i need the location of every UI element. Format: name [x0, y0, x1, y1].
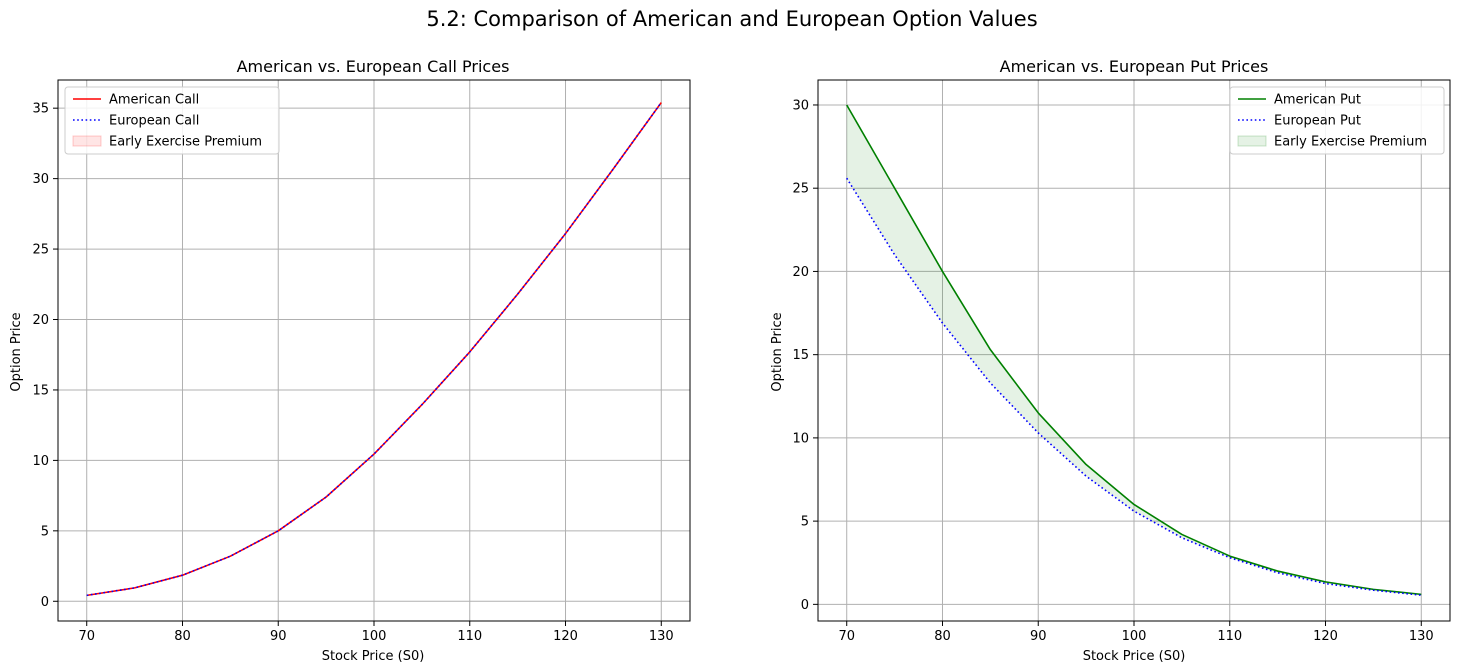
chart-title: American vs. European Put Prices [1000, 57, 1269, 76]
x-tick-label: 90 [270, 629, 287, 644]
y-tick-label: 15 [32, 383, 49, 398]
y-tick-label: 25 [792, 182, 809, 197]
y-tick-label: 20 [792, 265, 809, 280]
legend-entry-label: Early Exercise Premium [1274, 135, 1427, 150]
series-line [846, 177, 1422, 596]
y-tick-label: 0 [41, 595, 49, 610]
legend-entry-label: American Call [109, 93, 199, 108]
y-tick-label: 5 [41, 524, 49, 539]
legend-entry-label: European Call [109, 114, 199, 129]
y-axis-label: Option Price [9, 312, 24, 391]
legend-entry-label: European Put [1274, 114, 1361, 129]
call-prices-chart: American vs. European Call Prices Stock … [9, 57, 691, 664]
x-tick-label: 110 [1217, 629, 1242, 644]
x-tick-label: 100 [1122, 629, 1147, 644]
legend-entry-label: American Put [1274, 93, 1361, 108]
y-tick-label: 5 [801, 515, 809, 530]
x-tick-label: 80 [934, 629, 951, 644]
x-tick-label: 90 [1030, 629, 1047, 644]
x-tick-label: 120 [553, 629, 578, 644]
put-prices-chart: American vs. European Put Prices Stock P… [770, 57, 1451, 664]
x-axis-label: Stock Price (S0) [322, 649, 425, 664]
x-tick-label: 100 [362, 629, 387, 644]
y-tick-label: 25 [32, 243, 49, 258]
y-tick-label: 20 [32, 313, 49, 328]
y-tick-label: 10 [792, 431, 809, 446]
chart-title: American vs. European Call Prices [237, 57, 510, 76]
y-tick-label: 35 [32, 102, 49, 117]
x-tick-label: 130 [649, 629, 674, 644]
legend-swatch-patch [72, 135, 102, 147]
x-tick-label: 130 [1409, 629, 1434, 644]
x-tick-label: 70 [78, 629, 95, 644]
y-tick-label: 0 [801, 598, 809, 613]
x-tick-label: 70 [838, 629, 855, 644]
legend-box [1229, 86, 1445, 155]
legend-swatch-patch [1237, 135, 1267, 147]
y-tick-label: 30 [32, 172, 49, 187]
y-tick-label: 15 [792, 348, 809, 363]
x-tick-label: 110 [457, 629, 482, 644]
legend-box [64, 86, 280, 155]
series-line [86, 102, 662, 597]
figure-title: 5.2: Comparison of American and European… [426, 7, 1037, 31]
legend-entry-label: Early Exercise Premium [109, 135, 262, 150]
y-tick-label: 30 [792, 98, 809, 113]
x-tick-label: 80 [174, 629, 191, 644]
series-line [846, 104, 1422, 596]
y-tick-label: 10 [32, 454, 49, 469]
x-tick-label: 120 [1313, 629, 1338, 644]
x-axis-label: Stock Price (S0) [1083, 649, 1186, 664]
y-axis-label: Option Price [770, 312, 785, 391]
